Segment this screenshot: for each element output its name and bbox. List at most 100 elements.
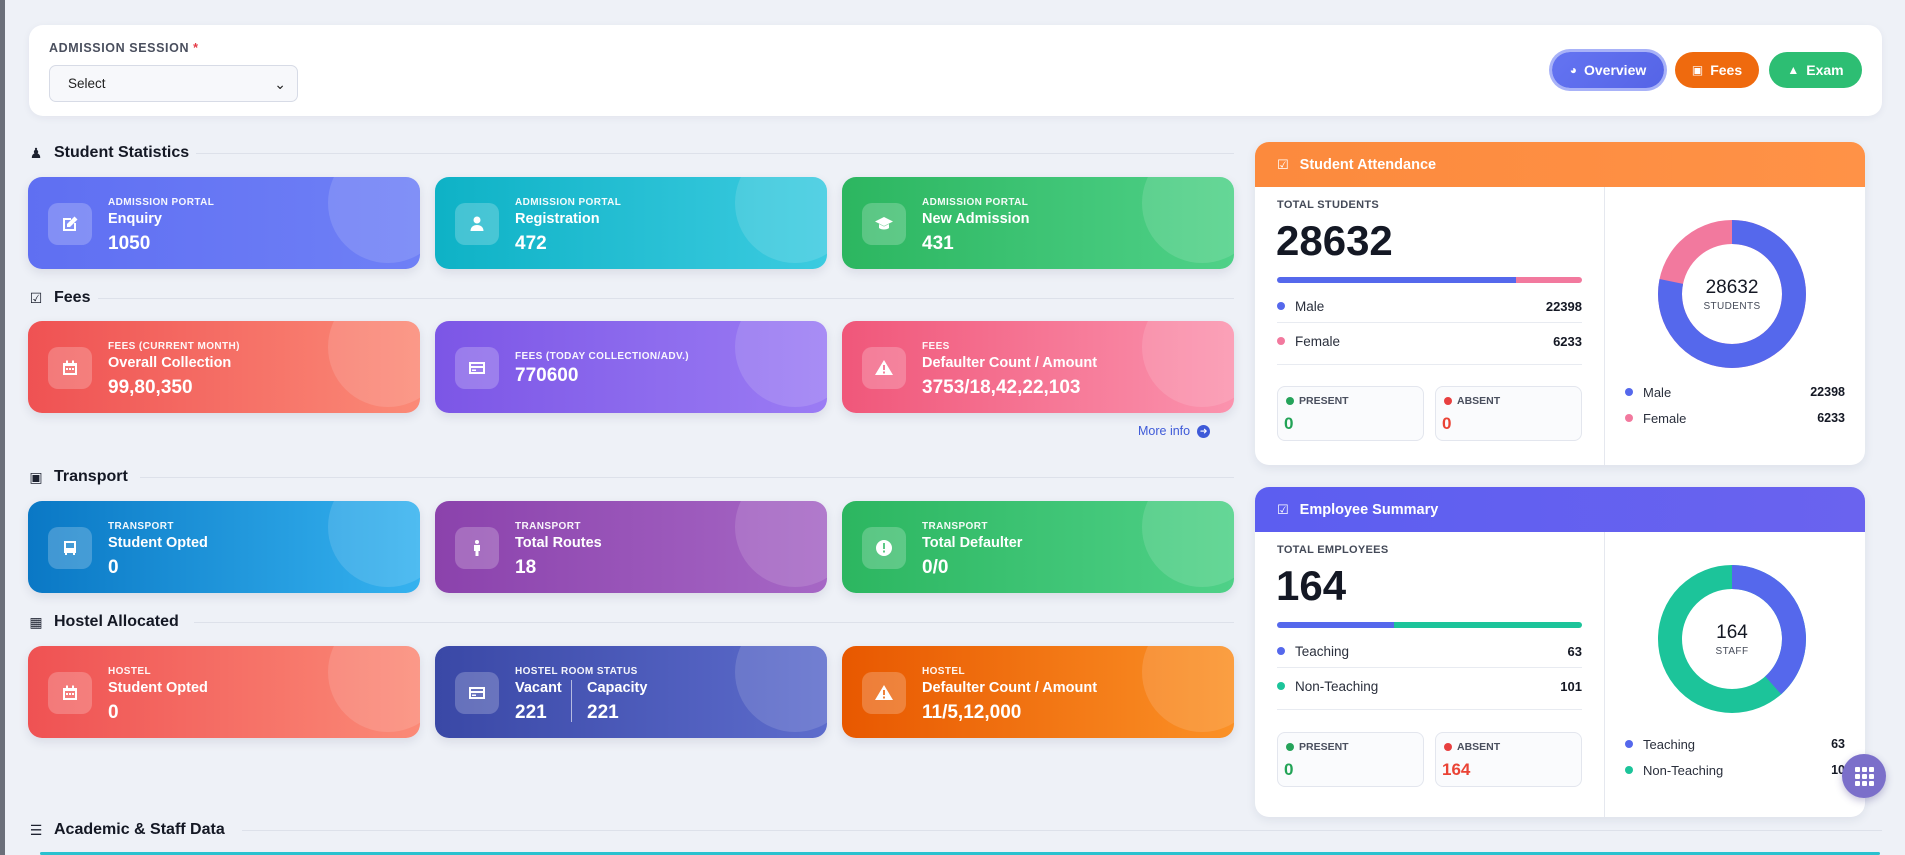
legend-dot [1625, 388, 1633, 396]
bus-icon [48, 527, 92, 569]
card-decoration [1142, 321, 1234, 407]
money-icon: ▣ [1691, 63, 1704, 77]
transport-defaulter-card[interactable]: TRANSPORT Total Defaulter 0/0 [842, 501, 1234, 593]
hostel-room-status-card[interactable]: HOSTEL ROOM STATUS Vacant 221 Capacity 2… [435, 646, 827, 738]
card-value: 3753/18,42,22,103 [922, 377, 1081, 398]
section-divider [196, 153, 1234, 154]
employee-summary-header: ☑ Employee Summary [1255, 487, 1865, 532]
legend-label: Female [1643, 410, 1687, 426]
more-info-link[interactable]: More info ➜ [1138, 424, 1211, 438]
today-collection-card[interactable]: FEES (TODAY COLLECTION/ADV.) 770600 [435, 321, 827, 413]
card-caption: TRANSPORT [515, 521, 581, 532]
section-title-text: Fees [54, 289, 91, 306]
apps-menu-button[interactable] [1842, 754, 1886, 798]
chevron-down-icon: ⌄ [274, 76, 286, 92]
session-select-value: Select [68, 76, 106, 91]
alert-circle-icon [862, 527, 906, 569]
present-box: PRESENT 0 [1277, 386, 1424, 441]
row-separator [1277, 709, 1582, 710]
database-icon: ☰ [29, 821, 43, 838]
nonteaching-label: Non-Teaching [1295, 678, 1379, 694]
admission-session-select[interactable]: Select ⌄ [49, 65, 298, 102]
card-value: 0 [108, 702, 119, 723]
donut-caption: STUDENTS [1703, 300, 1761, 312]
staff-donut-chart: 164 STAFF [1655, 562, 1809, 716]
section-divider [140, 477, 1234, 478]
female-row: Female 6233 [1277, 330, 1582, 352]
card-title: Student Opted [108, 535, 208, 551]
window-left-edge [0, 0, 5, 855]
legend-value: 10 [1831, 763, 1845, 777]
legend-value: 63 [1831, 737, 1845, 751]
section-academic: ☰ Academic & Staff Data [28, 821, 225, 839]
registration-card[interactable]: ADMISSION PORTAL Registration 472 [435, 177, 827, 269]
transport-student-opted-card[interactable]: TRANSPORT Student Opted 0 [28, 501, 420, 593]
calendar-icon [48, 347, 92, 389]
staff-donut-svg [1658, 565, 1806, 713]
card-title: Registration [515, 211, 600, 227]
row-separator [1277, 364, 1582, 365]
capacity-value: 221 [587, 702, 619, 723]
card-decoration [735, 646, 827, 732]
card-title: New Admission [922, 211, 1030, 227]
hostel-student-opted-card[interactable]: HOSTEL Student Opted 0 [28, 646, 420, 738]
present-dot [1286, 397, 1294, 405]
section-title-text: Academic & Staff Data [54, 821, 225, 838]
total-students-value: 28632 [1276, 217, 1393, 264]
fees-button[interactable]: ▣ Fees [1675, 52, 1759, 88]
person-icon [455, 527, 499, 569]
present-label-text: PRESENT [1299, 741, 1349, 753]
card-decoration [1142, 646, 1234, 732]
enquiry-card[interactable]: ADMISSION PORTAL Enquiry 1050 [28, 177, 420, 269]
building-icon: ▦ [29, 613, 43, 630]
nonteaching-row: Non-Teaching 101 [1277, 675, 1582, 697]
card-caption: HOSTEL [108, 666, 151, 677]
present-label: PRESENT [1286, 395, 1349, 407]
card-value: 0/0 [922, 557, 949, 578]
male-value: 22398 [1545, 298, 1582, 314]
credit-card-icon [455, 672, 499, 714]
fees-defaulter-card[interactable]: FEES Defaulter Count / Amount 3753/18,42… [842, 321, 1234, 413]
edit-icon [48, 203, 92, 245]
card-caption: TRANSPORT [922, 521, 988, 532]
capacity-label: Capacity [587, 680, 648, 696]
new-admission-card[interactable]: ADMISSION PORTAL New Admission 431 [842, 177, 1234, 269]
card-decoration [1142, 501, 1234, 587]
employee-body: TOTAL EMPLOYEES 164 Teaching 63 Non-Teac… [1255, 532, 1865, 817]
card-caption: HOSTEL [922, 666, 965, 677]
section-student-statistics: ♟ Student Statistics [28, 144, 189, 162]
male-dot [1277, 302, 1285, 310]
panel-title: Student Attendance [1299, 156, 1437, 173]
legend-female: Female 6233 [1625, 408, 1845, 428]
card-value: 431 [922, 233, 954, 254]
overall-collection-card[interactable]: FEES (CURRENT MONTH) Overall Collection … [28, 321, 420, 413]
present-box: PRESENT 0 [1277, 732, 1424, 787]
exam-button[interactable]: ▲ Exam [1769, 52, 1862, 88]
total-employees-label: TOTAL EMPLOYEES [1277, 544, 1389, 556]
card-title: Student Opted [108, 680, 208, 696]
session-label-text: ADMISSION SESSION [49, 41, 190, 55]
apps-grid-icon [1854, 766, 1874, 786]
fees-button-label: Fees [1710, 62, 1743, 78]
overview-button[interactable]: ◕ Overview [1552, 52, 1664, 88]
legend-dot [1625, 766, 1633, 774]
session-label: ADMISSION SESSION * [49, 41, 199, 55]
panel-divider [1604, 187, 1605, 465]
female-label: Female [1295, 333, 1341, 349]
row-separator [1277, 322, 1582, 323]
section-hostel: ▦ Hostel Allocated [28, 613, 178, 631]
female-bar-segment [1515, 277, 1582, 283]
card-value: 11/5,12,000 [922, 702, 1022, 723]
card-decoration [1142, 177, 1234, 263]
absent-dot [1444, 743, 1452, 751]
user-icon [455, 203, 499, 245]
card-title: Total Defaulter [922, 535, 1023, 551]
section-fees: ☑ Fees [28, 289, 91, 307]
card-value: 472 [515, 233, 547, 254]
section-divider [242, 830, 1882, 831]
absent-box: ABSENT 0 [1435, 386, 1582, 441]
transport-routes-card[interactable]: TRANSPORT Total Routes 18 [435, 501, 827, 593]
absent-value: 164 [1442, 760, 1471, 779]
hostel-defaulter-card[interactable]: HOSTEL Defaulter Count / Amount 11/5,12,… [842, 646, 1234, 738]
graduation-cap-icon [862, 203, 906, 245]
